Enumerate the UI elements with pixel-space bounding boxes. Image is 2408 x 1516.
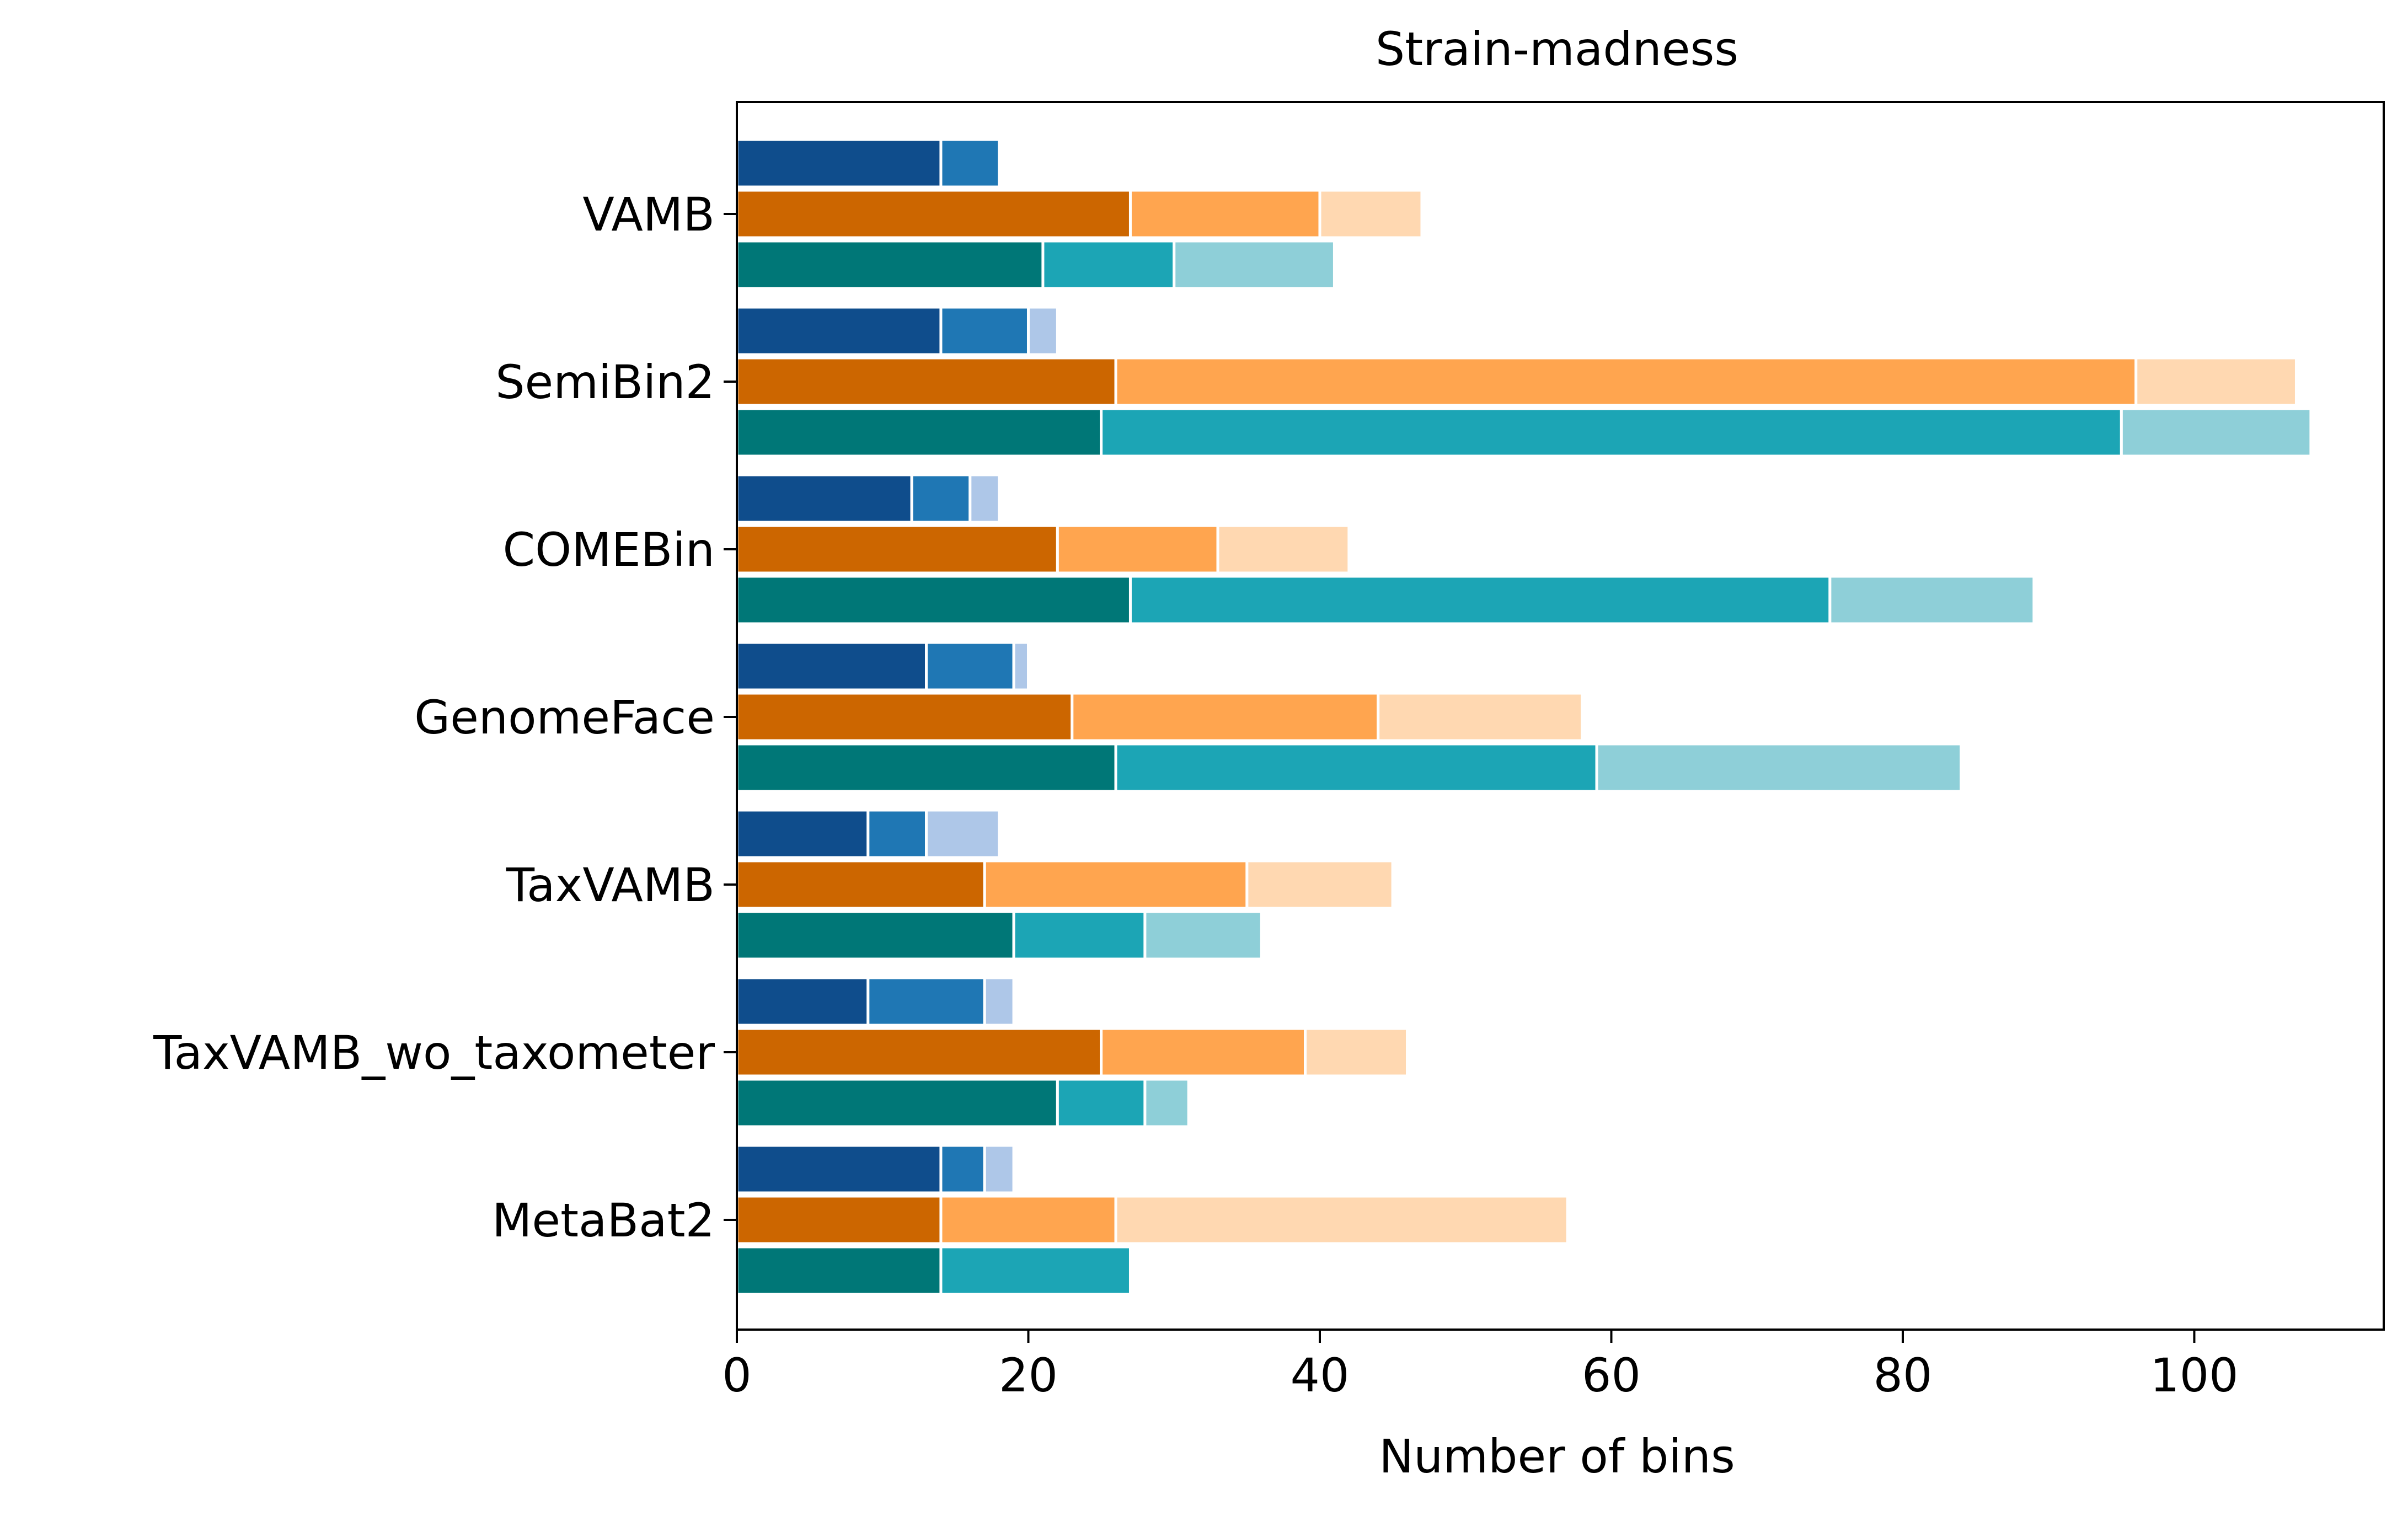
bar-segment (1143, 1078, 1190, 1128)
bar-segment (735, 138, 943, 189)
bar-segment (1114, 356, 2138, 407)
bar-segment (910, 473, 972, 524)
y-tick-label: GenomeFace (414, 690, 715, 744)
bar-segment (983, 1144, 1015, 1194)
bar-segment (1041, 239, 1176, 290)
bar-segment (1012, 641, 1030, 692)
bar-segment (1143, 910, 1263, 961)
x-tick-label: 60 (1582, 1348, 1641, 1402)
bar-segment (2134, 356, 2298, 407)
bar-segment (939, 1144, 986, 1194)
bar-segment (735, 1245, 943, 1296)
y-tick-label: VAMB (582, 188, 715, 242)
bar-segment (735, 692, 1074, 742)
bar-segment (735, 808, 870, 859)
bar-segment (1100, 407, 2123, 458)
bar-segment (866, 808, 928, 859)
bar-segment (1026, 306, 1059, 356)
bar-segment (1128, 189, 1321, 239)
bar-segment (735, 859, 986, 910)
bar-segment (735, 473, 913, 524)
bar-segment (983, 859, 1249, 910)
bar-segment (1071, 692, 1380, 742)
y-tick-label: TaxVAMB_wo_taxometer (153, 1026, 715, 1080)
y-tick-label: SemiBin2 (495, 355, 715, 409)
y-tick-label: TaxVAMB (506, 858, 715, 912)
bar-segment (1377, 692, 1584, 742)
bar-segment (939, 1245, 1132, 1296)
bar-segment (1100, 1027, 1307, 1078)
bar-segment (939, 138, 1001, 189)
bar-segment (1173, 239, 1336, 290)
bar-segment (735, 407, 1103, 458)
y-tick-label: MetaBat2 (492, 1193, 715, 1247)
bar-segment (735, 239, 1045, 290)
x-tick-label: 100 (2150, 1348, 2238, 1402)
bar-segment (925, 641, 1015, 692)
x-tick-label: 80 (1874, 1348, 1933, 1402)
x-tick-label: 20 (999, 1348, 1058, 1402)
bar-segment (735, 189, 1132, 239)
y-tick-label: COMEBin (502, 523, 715, 577)
bar-segment (1056, 1078, 1147, 1128)
x-tick-label: 40 (1291, 1348, 1350, 1402)
bar-segment (1128, 575, 1832, 625)
bar-segment (939, 306, 1030, 356)
bar-segment (1245, 859, 1394, 910)
bar-segment (1595, 742, 1963, 793)
bar-segment (939, 1194, 1117, 1245)
bar-segment (1012, 910, 1147, 961)
bar-segment (866, 976, 986, 1027)
bar-segment (735, 641, 928, 692)
bar-segment (1216, 524, 1351, 575)
bar-segment (735, 1144, 943, 1194)
chart-title: Strain-madness (1376, 22, 1738, 76)
bar-segment (735, 524, 1059, 575)
bar-segment (1114, 1194, 1569, 1245)
bar-segment (735, 575, 1132, 625)
bar-segment (735, 306, 943, 356)
bar-segment (1304, 1027, 1409, 1078)
bar-segment (735, 910, 1015, 961)
x-axis-label: Number of bins (1379, 1429, 1735, 1483)
x-tick-label: 0 (722, 1348, 751, 1402)
bar-segment (1114, 742, 1598, 793)
bar-segment (2120, 407, 2313, 458)
bar-segment (968, 473, 1001, 524)
bar-segment (735, 1027, 1103, 1078)
bar-segment (1318, 189, 1424, 239)
bar-segment (1056, 524, 1219, 575)
bar-segment (735, 976, 870, 1027)
bar-segment (983, 976, 1015, 1027)
bar-segment (735, 1078, 1059, 1128)
bar-segment (1828, 575, 2036, 625)
bar-segment (925, 808, 1001, 859)
axes-layer: VAMB SemiBin2 COMEBin GenomeFace TaxVAMB TaxV… (153, 188, 2239, 1402)
bar-segment (735, 1194, 943, 1245)
bar-segment (735, 356, 1117, 407)
bar-segment (735, 742, 1117, 793)
bars-layer (735, 138, 2313, 1296)
